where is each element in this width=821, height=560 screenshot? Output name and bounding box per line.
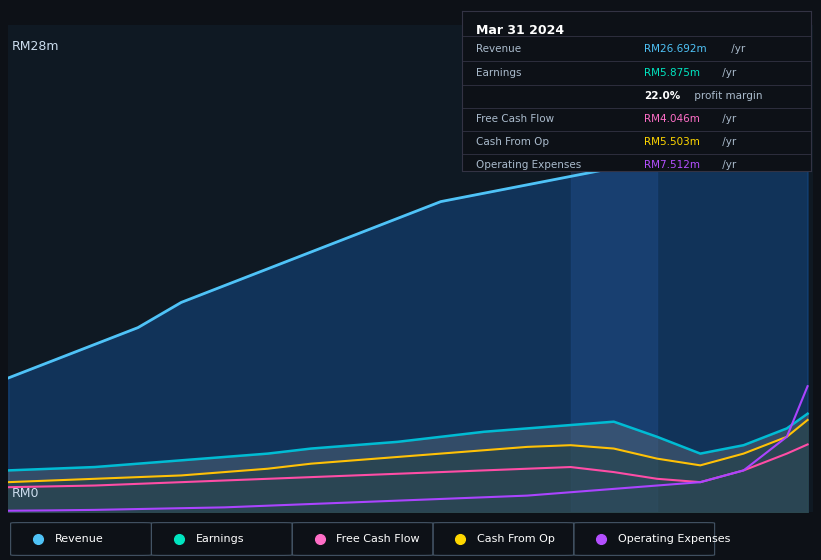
Text: /yr: /yr bbox=[728, 44, 745, 54]
Text: Earnings: Earnings bbox=[476, 68, 521, 78]
Text: Cash From Op: Cash From Op bbox=[477, 534, 555, 544]
Text: Earnings: Earnings bbox=[195, 534, 244, 544]
Text: /yr: /yr bbox=[719, 160, 736, 170]
Bar bbox=[571, 25, 657, 512]
Text: Cash From Op: Cash From Op bbox=[476, 137, 549, 147]
Text: RM5.503m: RM5.503m bbox=[644, 137, 699, 147]
Text: /yr: /yr bbox=[719, 114, 736, 124]
Text: Operating Expenses: Operating Expenses bbox=[618, 534, 731, 544]
Text: Mar 31 2024: Mar 31 2024 bbox=[476, 24, 564, 37]
Text: RM4.046m: RM4.046m bbox=[644, 114, 699, 124]
Text: RM26.692m: RM26.692m bbox=[644, 44, 706, 54]
Text: RM7.512m: RM7.512m bbox=[644, 160, 699, 170]
Text: /yr: /yr bbox=[719, 68, 736, 78]
Text: Revenue: Revenue bbox=[476, 44, 521, 54]
Text: Free Cash Flow: Free Cash Flow bbox=[337, 534, 420, 544]
Text: Free Cash Flow: Free Cash Flow bbox=[476, 114, 554, 124]
Text: RM5.875m: RM5.875m bbox=[644, 68, 699, 78]
Text: /yr: /yr bbox=[719, 137, 736, 147]
Text: profit margin: profit margin bbox=[690, 91, 762, 101]
Text: Revenue: Revenue bbox=[55, 534, 103, 544]
Text: RM0: RM0 bbox=[12, 487, 39, 500]
Text: Operating Expenses: Operating Expenses bbox=[476, 160, 581, 170]
Text: RM28m: RM28m bbox=[12, 40, 60, 53]
Text: 22.0%: 22.0% bbox=[644, 91, 680, 101]
